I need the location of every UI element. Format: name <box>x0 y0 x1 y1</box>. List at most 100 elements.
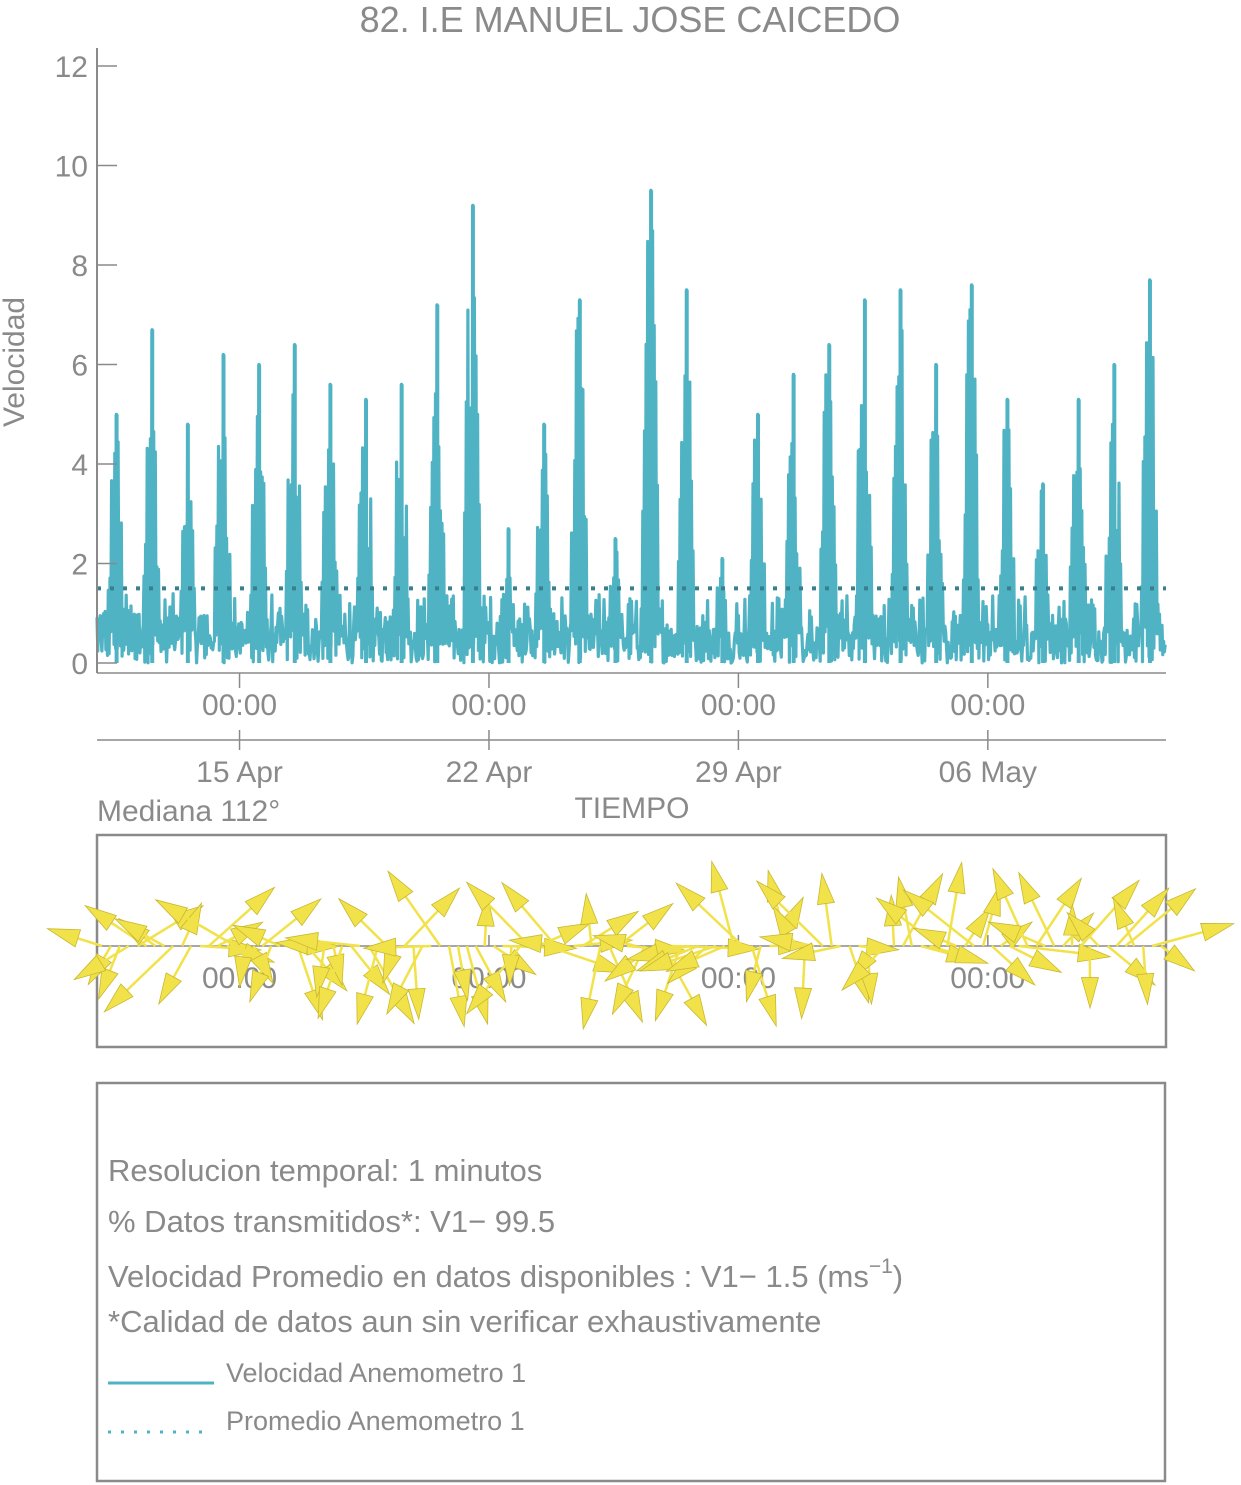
x-time-tick-label: 00:00 <box>202 689 277 722</box>
info-resolution: Resolucion temporal: 1 minutos <box>108 1153 543 1188</box>
direction-arrow <box>1124 887 1197 947</box>
direction-arrow <box>991 945 1036 987</box>
direction-arrow <box>98 945 121 1001</box>
direction-arrow <box>841 945 887 992</box>
direction-arrow <box>745 945 763 1004</box>
direction-arrow <box>500 881 557 947</box>
x-axis-label: TIEMPO <box>574 792 689 825</box>
direction-arrow <box>249 945 273 1004</box>
x-time-tick-label: 00:00 <box>701 689 776 722</box>
direction-arrow <box>1151 923 1236 948</box>
direction-arrow <box>453 945 472 1002</box>
direction-arrow <box>755 879 824 947</box>
y-axis-label: Velocidad <box>0 297 31 427</box>
direction-arrow <box>1018 871 1056 947</box>
direction-arrow <box>337 897 388 947</box>
x-ticks: 00:00 00:00 00:00 00:00 <box>202 673 1025 722</box>
direction-arrow <box>356 945 380 1026</box>
direction-arrow <box>912 927 957 950</box>
direction-arrow <box>407 945 426 1021</box>
direction-arrow <box>154 899 237 948</box>
info-average-velocity: Velocidad Promedio en datos disponibles … <box>108 1255 903 1295</box>
median-direction-label: Mediana 112° <box>97 795 280 828</box>
direction-arrow <box>902 889 975 947</box>
info-box <box>95 1081 1167 1483</box>
direction-arrow <box>507 934 565 954</box>
info-transmitted: % Datos transmitidos*: V1− 99.5 <box>108 1204 556 1239</box>
legend-label-velocity: Velocidad Anemometro 1 <box>226 1358 527 1388</box>
y-tick-label: 4 <box>71 449 88 482</box>
direction-arrow <box>386 945 424 1016</box>
info-average-exponent: −1 <box>868 1255 893 1278</box>
x-date-tick-label: 15 Apr <box>196 756 283 789</box>
direction-arrow <box>474 945 507 1004</box>
x-time-tick-label: 00:00 <box>950 689 1025 722</box>
direction-arrow <box>1160 944 1196 972</box>
direction-arrow <box>113 918 165 948</box>
direction-arrow <box>675 882 744 947</box>
y-tick-label: 8 <box>71 250 88 283</box>
direction-arrow <box>465 945 522 1015</box>
direction-arrow <box>964 906 992 947</box>
x-date-tick-label: 06 May <box>939 756 1037 789</box>
direction-arrow <box>1080 945 1100 1010</box>
direction-arrow <box>234 945 253 989</box>
direction-arrow <box>231 924 281 948</box>
direction-arrow <box>929 944 990 964</box>
direction-arrow <box>387 869 442 947</box>
direction-arrows <box>46 859 1236 1031</box>
y-tick-label: 2 <box>71 549 88 582</box>
direction-arrow <box>312 945 331 999</box>
direction-arrow <box>665 944 726 972</box>
direction-arrow <box>403 887 461 947</box>
direction-arrow <box>284 931 361 951</box>
y-tick-label: 10 <box>55 151 88 184</box>
direction-arrow <box>1066 911 1100 947</box>
direction-arrow <box>447 945 468 1029</box>
date-ticks: 15 Apr 22 Apr 29 Apr 06 May <box>196 730 1037 789</box>
direction-tick-label: 00:00 <box>701 962 776 995</box>
y-tick-label: 6 <box>71 350 88 383</box>
info-average-prefix: Velocidad Promedio en datos disponibles … <box>108 1259 869 1294</box>
x-time-tick-label: 00:00 <box>451 689 526 722</box>
direction-arrow <box>465 881 531 947</box>
direction-arrow <box>46 928 103 948</box>
direction-arrow <box>1112 896 1136 947</box>
direction-arrow <box>817 871 836 947</box>
y-tick-label: 0 <box>71 648 88 681</box>
direction-arrow <box>1018 943 1112 963</box>
direction-arrow <box>207 886 276 947</box>
direction-arrow <box>180 901 203 947</box>
direction-arrow <box>362 937 432 957</box>
direction-arrow <box>591 933 637 953</box>
direction-arrow <box>987 921 1046 948</box>
direction-arrow <box>580 892 599 947</box>
velocity-series-line <box>95 188 1167 665</box>
info-average-suffix: ) <box>892 1259 904 1294</box>
direction-arrow <box>1136 945 1155 1006</box>
direction-arrow <box>780 942 841 961</box>
direction-arrow <box>946 861 966 947</box>
velocity-series-group <box>95 188 1167 665</box>
y-ticks: 0 2 4 6 8 10 12 <box>55 51 117 681</box>
chart-title: 82. I.E MANUEL JOSE CAICEDO <box>360 0 901 40</box>
direction-arrow <box>73 944 130 981</box>
direction-arrow <box>1009 944 1063 973</box>
x-date-tick-label: 29 Apr <box>695 756 782 789</box>
info-quality-note: *Calidad de datos aun sin verificar exha… <box>108 1304 822 1339</box>
direction-arrow <box>317 945 344 1020</box>
direction-arrow <box>895 875 914 947</box>
x-date-tick-label: 22 Apr <box>446 756 533 789</box>
velocity-plot: 0 2 4 6 8 10 12 00:00 00:00 00:00 00:00 15 Apr 22 … <box>55 48 1167 825</box>
direction-arrow <box>1079 879 1141 947</box>
legend-label-average: Promedio Anemometro 1 <box>226 1406 525 1436</box>
direction-arrow <box>1035 877 1083 947</box>
direction-arrow <box>580 945 602 1031</box>
direction-arrow <box>158 945 193 1006</box>
direction-arrow <box>1115 887 1170 947</box>
direction-arrow <box>750 945 777 1028</box>
direction-arrow <box>103 945 175 1013</box>
y-tick-label: 12 <box>55 51 88 84</box>
